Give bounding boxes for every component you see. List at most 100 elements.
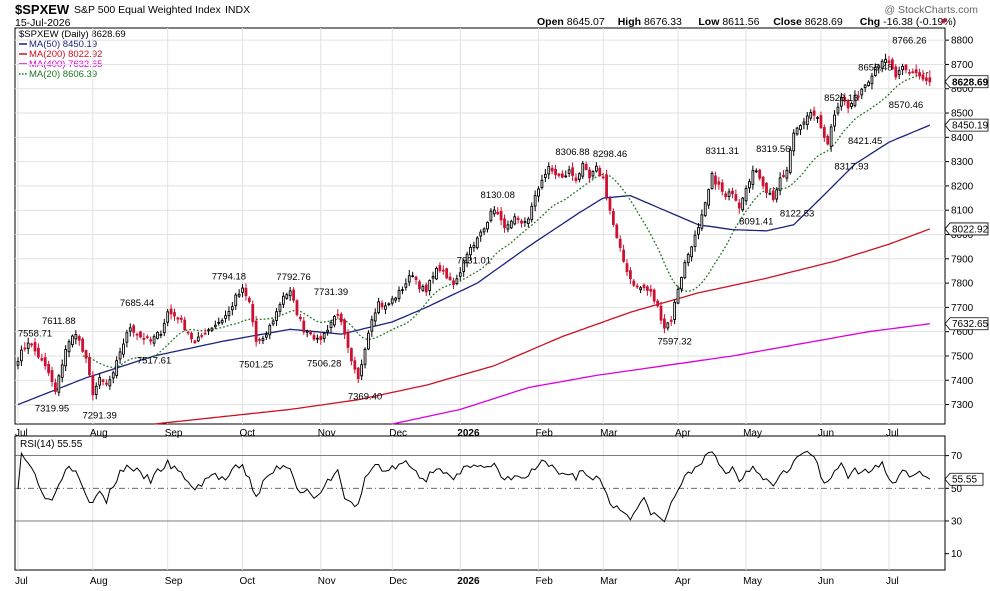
candle-body <box>925 77 928 81</box>
candle-body <box>683 262 687 278</box>
candle-body <box>642 284 646 289</box>
price-tick-label: 8700 <box>951 60 974 71</box>
candle-body <box>336 313 340 316</box>
candle-body <box>105 382 108 385</box>
candle-body <box>54 382 57 393</box>
candle-body <box>98 377 102 386</box>
price-tag-label: 8022.92 <box>952 224 989 235</box>
x-tick-label: Sep <box>165 576 183 587</box>
candle-body <box>247 297 251 303</box>
candle-body <box>472 244 476 249</box>
price-annotation: 7685.44 <box>120 298 154 309</box>
chart-date: 15-Jul-2026 <box>15 17 71 29</box>
x-tick-label: May <box>743 428 762 439</box>
candle-body <box>67 341 71 353</box>
candle-body <box>271 320 275 325</box>
candle-body <box>118 351 122 360</box>
candle-body <box>50 370 54 382</box>
x-tick-label: Jul <box>15 576 28 587</box>
candle-body <box>251 304 255 323</box>
x-tick-label: Sep <box>165 428 183 439</box>
candle-body <box>77 335 81 341</box>
candle-body <box>703 202 707 217</box>
candle-body <box>196 336 200 342</box>
candle-body <box>843 96 847 102</box>
candle-body <box>71 335 74 346</box>
candle-body <box>387 303 391 306</box>
candle-body <box>281 295 285 305</box>
ohlc-item: Open 8645.07 <box>537 16 605 28</box>
candle-body <box>88 357 91 376</box>
candle-body <box>785 169 789 179</box>
candle-body <box>350 348 353 362</box>
candle-body <box>765 182 768 194</box>
candle-body <box>567 169 571 174</box>
candle-body <box>346 332 350 348</box>
candle-body <box>547 166 551 175</box>
x-tick-label: Apr <box>675 428 691 439</box>
candle-body <box>676 288 680 304</box>
candle-body <box>261 338 265 341</box>
candle-body <box>84 350 88 359</box>
candle-body <box>156 332 159 339</box>
candle-body <box>203 332 207 335</box>
candle-body <box>887 60 891 64</box>
candle-body <box>152 336 156 344</box>
candle-body <box>686 253 690 264</box>
price-tick-label: 8800 <box>951 36 974 47</box>
candle-body <box>778 177 782 191</box>
ohlc-item: Chg -16.38 (-0.19%) <box>860 16 956 28</box>
candle-body <box>43 357 47 367</box>
candle-body <box>652 289 656 302</box>
candle-body <box>761 176 765 187</box>
candle-body <box>145 336 149 339</box>
candle-body <box>101 379 105 382</box>
candle-body <box>94 385 98 395</box>
candle-body <box>176 317 180 320</box>
price-annotation: 7794.18 <box>212 272 246 283</box>
candle-body <box>220 320 224 324</box>
rsi-line <box>17 450 931 523</box>
candle-body <box>533 195 537 207</box>
candle-body <box>918 72 921 77</box>
price-annotation: 7517.61 <box>137 356 171 367</box>
candle-body <box>264 334 268 338</box>
rsi-tick-label: 10 <box>951 549 963 560</box>
candle-body <box>462 260 466 272</box>
x-tick-label: Jul <box>886 428 899 439</box>
candle-body <box>503 218 506 229</box>
x-tick-label: Feb <box>536 576 554 587</box>
candle-body <box>707 189 711 206</box>
candle-body <box>254 320 258 342</box>
candle-body <box>829 126 833 147</box>
candle-body <box>329 321 333 329</box>
candle-body <box>278 304 282 312</box>
exchange-label: INDX <box>225 4 250 16</box>
ohlc-item: Close 8628.69 <box>773 16 843 28</box>
candle-body <box>795 127 799 135</box>
symbol-title: $SPXEW <box>15 2 70 17</box>
candle-body <box>618 238 622 248</box>
candle-body <box>326 329 329 333</box>
x-tick-label: Jun <box>818 576 834 587</box>
price-tick-label: 7700 <box>951 303 974 314</box>
price-tick-label: 8000 <box>951 230 974 241</box>
candle-body <box>411 275 415 278</box>
candle-body <box>714 175 717 185</box>
candle-body <box>343 319 346 335</box>
price-tick-label: 8200 <box>951 181 974 192</box>
ma200-line <box>154 228 931 425</box>
price-annotation: 7931.01 <box>457 255 491 266</box>
candle-body <box>513 216 517 225</box>
candle-body <box>635 285 639 288</box>
candle-body <box>907 72 911 74</box>
rsi-series: 10 30 50 70 55.55 <box>15 450 984 560</box>
candle-body <box>322 332 326 339</box>
candle-body <box>741 197 745 211</box>
candle-body <box>846 100 850 109</box>
candle-body <box>690 246 694 258</box>
legend-entry: $SPXEW (Daily) 8628.69 <box>19 29 126 40</box>
candle-body <box>401 289 404 291</box>
candle-body <box>554 168 557 176</box>
ohlc-summary: Open 8645.07 High 8676.33 Low 8611.56 Close… <box>537 16 956 28</box>
